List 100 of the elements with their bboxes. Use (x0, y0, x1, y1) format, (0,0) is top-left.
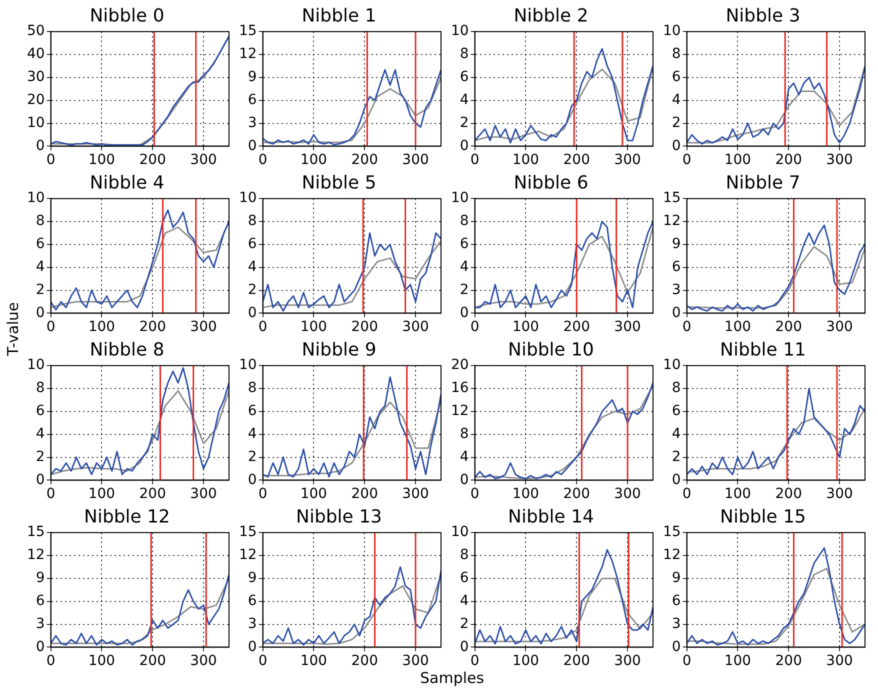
x-tick-label: 0 (258, 152, 268, 168)
x-tick-label: 0 (470, 486, 480, 502)
y-tick-label: 8 (36, 213, 45, 230)
y-tick-label: 3 (248, 114, 257, 131)
x-tick-label: 300 (402, 486, 429, 502)
x-tick-label: 300 (402, 653, 429, 670)
y-tick-label: 9 (672, 570, 681, 586)
chart-title: Nibble 6 (514, 172, 588, 194)
y-tick-label: 0 (672, 638, 681, 655)
y-tick-label: 0 (36, 304, 45, 321)
y-tick-label: 3 (36, 616, 45, 632)
y-tick-label: 15 (238, 23, 257, 40)
x-tick-label: 200 (351, 653, 378, 670)
y-tick-label: 0 (248, 138, 257, 154)
y-tick-label: 12 (662, 213, 681, 230)
y-tick-label: 4 (672, 426, 681, 442)
y-tick-label: 6 (460, 570, 469, 586)
y-tick-label: 6 (248, 593, 257, 609)
y-tick-label: 3 (672, 282, 681, 298)
y-tick-label: 8 (460, 547, 469, 564)
y-tick-label: 6 (672, 403, 681, 420)
y-tick-label: 2 (460, 114, 469, 131)
y-tick-label: 15 (662, 524, 681, 540)
y-tick-label: 0 (460, 138, 469, 154)
x-tick-label: 300 (190, 152, 217, 168)
x-tick-label: 200 (351, 486, 378, 502)
y-tick-label: 20 (450, 357, 469, 374)
y-tick-label: 6 (248, 236, 257, 252)
y-tick-label: 8 (672, 380, 681, 396)
y-tick-label: 0 (36, 638, 45, 655)
y-tick-label: 4 (248, 259, 257, 275)
y-tick-label: 9 (248, 570, 257, 586)
y-tick-label: 4 (36, 259, 45, 275)
y-tick-label: 2 (248, 448, 257, 465)
chart-title: Nibble 2 (514, 5, 588, 26)
x-tick-label: 300 (402, 152, 429, 168)
y-tick-label: 2 (672, 448, 681, 465)
x-tick-label: 200 (563, 152, 590, 168)
y-tick-label: 40 (26, 46, 45, 62)
x-tick-label: 200 (563, 653, 590, 670)
y-tick-label: 12 (26, 547, 45, 564)
x-tick-label: 100 (724, 319, 752, 336)
x-tick-label: 0 (682, 319, 692, 336)
y-tick-label: 6 (36, 403, 45, 420)
y-tick-label: 10 (238, 357, 257, 374)
x-tick-label: 300 (614, 152, 641, 168)
x-tick-label: 0 (470, 653, 480, 670)
y-tick-label: 2 (460, 282, 469, 298)
y-tick-label: 4 (36, 426, 45, 442)
x-tick-label: 300 (190, 653, 217, 670)
y-tick-label: 6 (248, 403, 257, 420)
y-tick-label: 10 (450, 23, 469, 40)
y-tick-label: 0 (672, 472, 681, 488)
y-tick-label: 0 (672, 304, 681, 321)
x-tick-label: 300 (826, 152, 853, 168)
y-tick-label: 6 (36, 236, 45, 252)
chart-title: Nibble 4 (90, 172, 164, 194)
y-tick-label: 2 (460, 616, 469, 632)
x-tick-label: 0 (682, 653, 692, 670)
chart-title: Nibble 1 (302, 5, 376, 26)
x-tick-label: 0 (46, 152, 56, 168)
y-tick-label: 10 (26, 357, 45, 374)
y-tick-label: 0 (460, 472, 469, 488)
x-tick-label: 200 (139, 319, 166, 336)
x-tick-label: 0 (46, 653, 56, 670)
y-axis-title: T-value (4, 301, 22, 358)
x-tick-label: 100 (512, 319, 540, 336)
y-tick-label: 8 (36, 380, 45, 396)
chart-title: Nibble 11 (720, 339, 806, 360)
x-tick-label: 0 (258, 653, 268, 670)
y-tick-label: 8 (460, 213, 469, 230)
x-tick-label: 200 (775, 653, 802, 670)
y-tick-label: 8 (672, 46, 681, 62)
y-tick-label: 9 (248, 69, 257, 86)
chart-title: Nibble 9 (302, 339, 376, 360)
x-tick-label: 300 (826, 486, 853, 502)
y-tick-label: 6 (460, 69, 469, 86)
x-tick-label: 100 (300, 486, 328, 502)
y-tick-label: 4 (460, 448, 469, 465)
y-tick-label: 4 (460, 92, 469, 108)
chart-title: Nibble 7 (726, 172, 800, 194)
y-tick-label: 6 (36, 593, 45, 609)
y-tick-label: 4 (460, 593, 469, 609)
x-tick-label: 0 (470, 319, 480, 336)
x-tick-label: 0 (258, 486, 268, 502)
x-tick-label: 100 (512, 152, 540, 168)
x-axis-title: Samples (420, 669, 484, 687)
x-tick-label: 100 (88, 152, 116, 168)
y-tick-label: 4 (672, 92, 681, 108)
x-tick-label: 100 (512, 486, 540, 502)
y-tick-label: 6 (460, 236, 469, 252)
y-tick-label: 16 (450, 380, 469, 396)
y-tick-label: 9 (36, 570, 45, 586)
x-tick-label: 100 (88, 653, 116, 670)
y-tick-label: 10 (662, 357, 681, 374)
chart-title: Nibble 10 (508, 339, 594, 360)
y-tick-label: 0 (672, 138, 681, 154)
y-tick-label: 10 (662, 23, 681, 40)
x-tick-label: 0 (470, 152, 480, 168)
y-tick-label: 3 (248, 616, 257, 632)
